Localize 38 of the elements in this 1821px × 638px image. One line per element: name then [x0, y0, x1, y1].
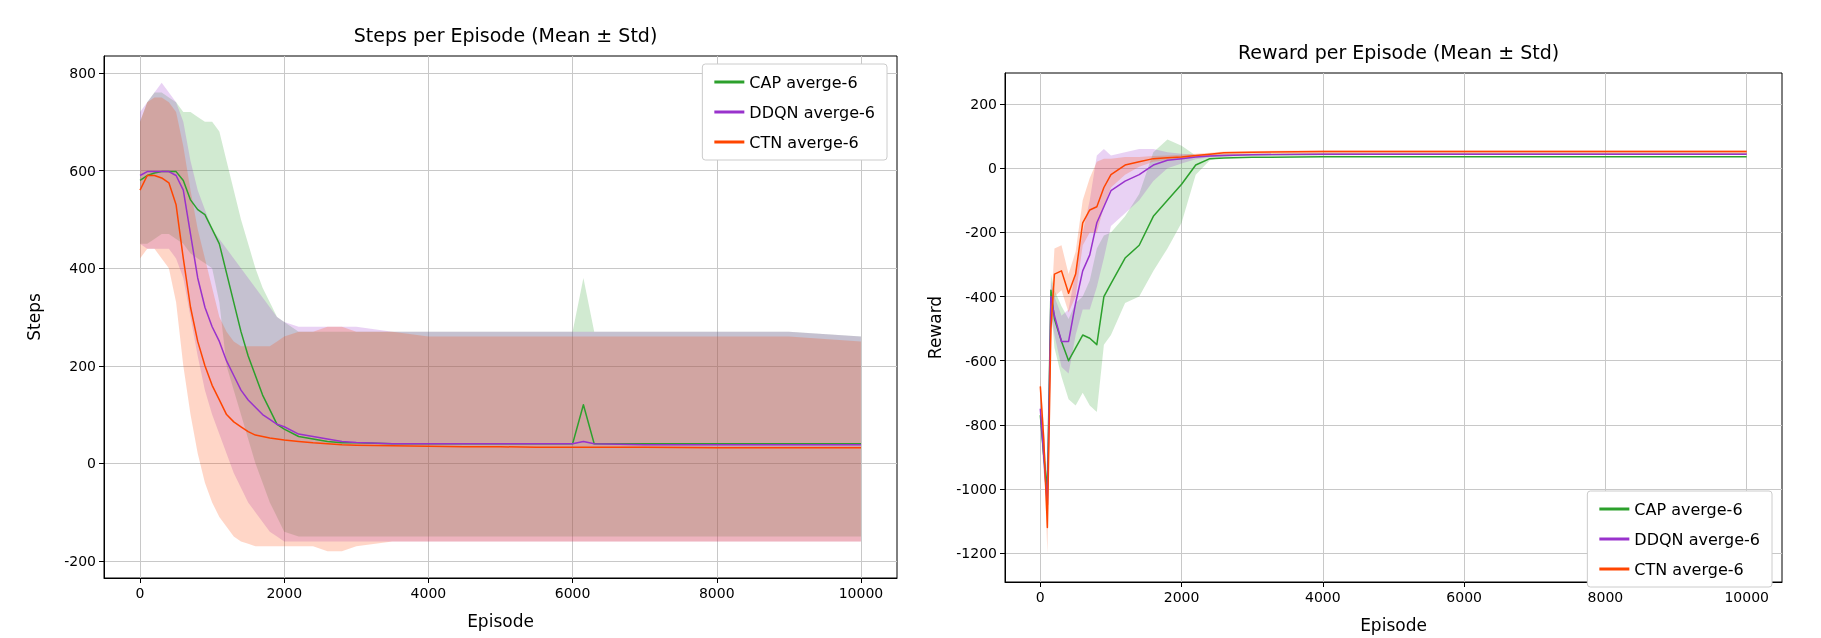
legend-label: CAP averge-6	[1634, 499, 1743, 519]
y-tick-label: -200	[965, 224, 997, 241]
y-axis-title: Reward	[924, 295, 945, 360]
x-tick-label: 4000	[410, 585, 447, 601]
x-axis-title: Episode	[467, 610, 534, 631]
x-tick-label: 2000	[1163, 589, 1200, 605]
y-tick-label: -800	[965, 416, 997, 433]
x-axis-title: Episode	[1360, 614, 1427, 635]
legend-label: DDQN averge-6	[1634, 529, 1760, 549]
y-tick-label: 0	[87, 455, 96, 472]
x-tick-label: 8000	[698, 585, 735, 601]
legend-label: CTN averge-6	[749, 132, 859, 152]
x-tick-label: 8000	[1587, 589, 1624, 605]
y-tick-label: -1200	[956, 545, 997, 562]
legend-label: DDQN averge-6	[749, 102, 875, 122]
x-tick-label: 10000	[1724, 589, 1769, 605]
x-tick-label: 6000	[1446, 589, 1482, 605]
y-tick-label: 0	[988, 160, 997, 177]
y-axis-title: Steps	[23, 293, 44, 341]
chart-title: Reward per Episode (Mean ± Std)	[1237, 40, 1560, 63]
x-tick-label: 0	[1035, 589, 1045, 605]
x-tick-label: 6000	[554, 585, 591, 601]
legend-label: CAP averge-6	[749, 72, 858, 92]
y-tick-label: 600	[69, 162, 96, 179]
y-tick-label: 400	[69, 260, 96, 277]
x-tick-label: 4000	[1305, 589, 1341, 605]
chart-title: Steps per Episode (Mean ± Std)	[353, 23, 658, 46]
legend-label: CTN averge-6	[1634, 559, 1744, 579]
x-tick-label: 0	[135, 585, 145, 601]
y-tick-label: -200	[64, 552, 96, 569]
y-tick-label: -400	[965, 288, 997, 305]
y-tick-label: 800	[69, 65, 96, 82]
y-tick-label: -1000	[956, 480, 997, 497]
y-tick-label: 200	[970, 96, 997, 113]
y-tick-label: -600	[965, 352, 997, 369]
x-tick-label: 2000	[266, 585, 303, 601]
x-tick-label: 10000	[838, 585, 884, 601]
y-tick-label: 200	[69, 357, 96, 374]
